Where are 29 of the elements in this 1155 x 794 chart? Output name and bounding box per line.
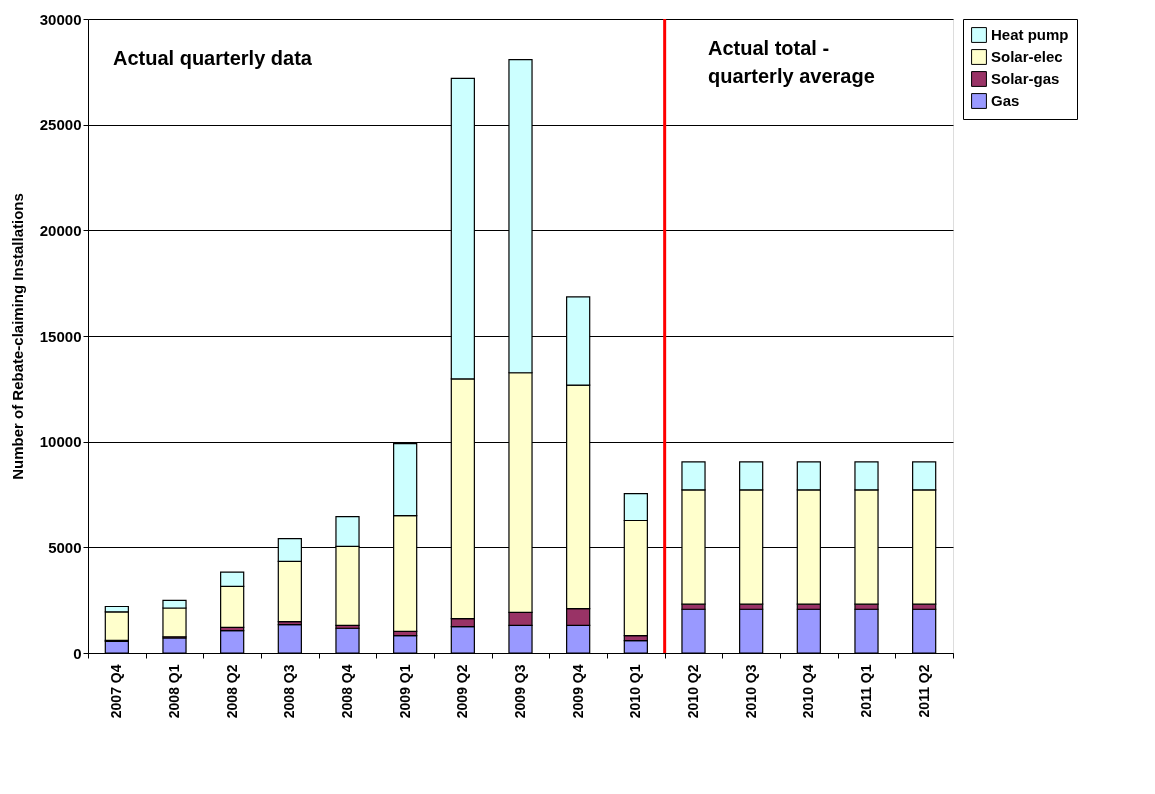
y-tick-label: 10000 <box>39 433 82 451</box>
y-tick-label: 5000 <box>48 538 82 556</box>
y-tick-label: 15000 <box>39 327 82 345</box>
x-tick-label: 2008 Q1 <box>166 664 182 719</box>
x-tick-label: 2009 Q1 <box>396 664 413 719</box>
x-tick-label: 2010 Q1 <box>627 664 644 719</box>
legend-label: Heat pump <box>991 26 1069 43</box>
x-tick-label: 2011 Q2 <box>915 664 932 718</box>
y-tick-label: 25000 <box>39 116 82 134</box>
annotation: Actual quarterly data <box>113 47 313 69</box>
x-tick-label: 2010 Q3 <box>742 664 759 719</box>
legend-label: Solar-elec <box>991 48 1063 65</box>
y-axis-title: Number of Rebate-claiming Installations <box>8 193 26 480</box>
x-tick-label: 2010 Q2 <box>685 664 701 719</box>
x-tick-label: 2009 Q2 <box>454 664 471 719</box>
x-tick-label: 2009 Q3 <box>512 664 528 719</box>
x-tick-label: 2009 Q4 <box>569 664 586 719</box>
x-tick-label: 2011 Q1 <box>858 664 874 718</box>
x-tick-label: 2007 Q4 <box>108 664 125 719</box>
x-tick-label: 2008 Q2 <box>223 664 240 719</box>
legend-label: Gas <box>991 92 1020 109</box>
x-tick-label: 2008 Q3 <box>281 664 298 719</box>
x-tick-label: 2008 Q4 <box>339 664 355 719</box>
legend-label: Solar-gas <box>991 70 1060 87</box>
y-tick-label: 0 <box>73 644 82 662</box>
annotation: Actual total - quarterly average <box>708 37 875 87</box>
y-tick-label: 20000 <box>39 221 82 239</box>
x-tick-label: 2010 Q4 <box>800 664 817 719</box>
y-tick-label: 30000 <box>39 10 82 28</box>
